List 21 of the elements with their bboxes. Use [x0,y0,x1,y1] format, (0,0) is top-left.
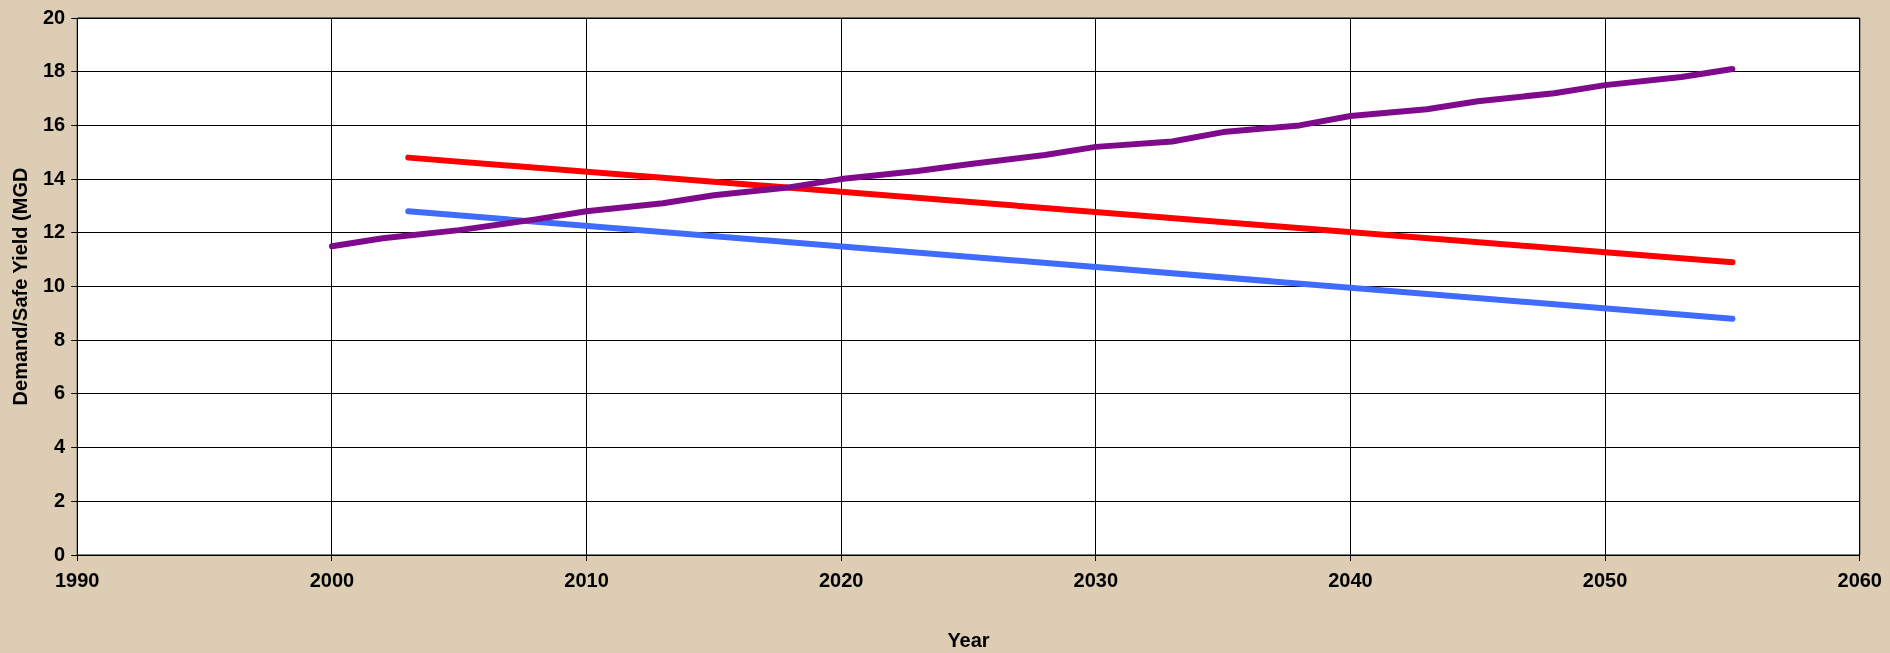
x-tick-label: 2010 [564,568,609,591]
x-tick-label: 2000 [309,568,355,591]
y-tick-label: 12 [43,220,66,243]
y-tick-label: 0 [54,542,66,565]
x-tick-label: 2030 [1073,568,1119,591]
y-tick-label: 14 [43,166,67,189]
y-tick-label: 6 [54,381,66,404]
y-tick-label: 10 [43,274,66,297]
x-tick-label: 2020 [818,568,864,591]
y-tick-label: 8 [54,327,66,350]
y-tick-label: 18 [43,59,66,82]
x-tick-label: 2040 [1328,568,1373,591]
x-tick-label: 2050 [1582,568,1628,591]
x-tick-label: 1990 [55,568,100,591]
x-tick-label: 2060 [1837,568,1882,591]
x-axis-title: Year [947,628,990,651]
y-axis-title: Demand/Safe Yield (MGD [8,167,31,406]
y-tick-label: 4 [54,435,67,458]
y-tick-label: 2 [54,488,66,511]
y-tick-label: 16 [43,112,66,135]
y-tick-label: 20 [43,5,66,28]
